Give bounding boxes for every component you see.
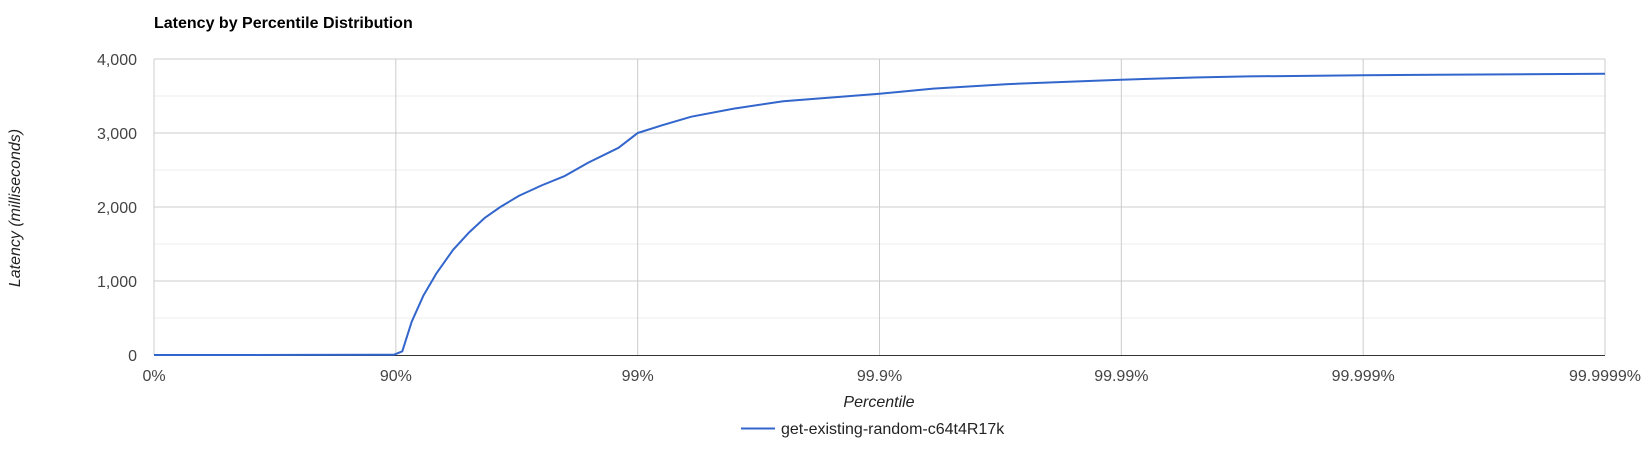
major-gridlines <box>153 58 1606 355</box>
y-tick-label: 4,000 <box>97 52 137 69</box>
x-tick-label: 99.9999% <box>1569 368 1641 385</box>
y-axis-tick-labels: 0 1,000 2,000 3,000 4,000 <box>97 52 137 365</box>
y-tick-label: 2,000 <box>97 200 137 217</box>
x-tick-label: 99.999% <box>1332 368 1395 385</box>
x-axis-title: Percentile <box>843 394 914 411</box>
series-layer <box>154 72 1606 356</box>
chart-title: Latency by Percentile Distribution <box>154 15 413 32</box>
legend[interactable]: get-existing-random-c64t4R17k <box>741 421 1005 438</box>
y-tick-label: 3,000 <box>97 126 137 143</box>
legend-label[interactable]: get-existing-random-c64t4R17k <box>781 421 1005 438</box>
x-tick-label: 90% <box>380 368 412 385</box>
y-axis-title: Latency (milliseconds) <box>7 129 24 287</box>
y-tick-label: 0 <box>128 348 137 365</box>
x-tick-label: 99.99% <box>1094 368 1148 385</box>
x-axis-tick-labels: 0% 90% 99% 99.9% 99.99% 99.999% 99.9999% <box>142 368 1641 385</box>
x-tick-label: 0% <box>142 368 165 385</box>
series-line <box>154 72 1606 356</box>
x-tick-label: 99.9% <box>857 368 902 385</box>
y-tick-label: 1,000 <box>97 274 137 291</box>
x-tick-label: 99% <box>622 368 654 385</box>
